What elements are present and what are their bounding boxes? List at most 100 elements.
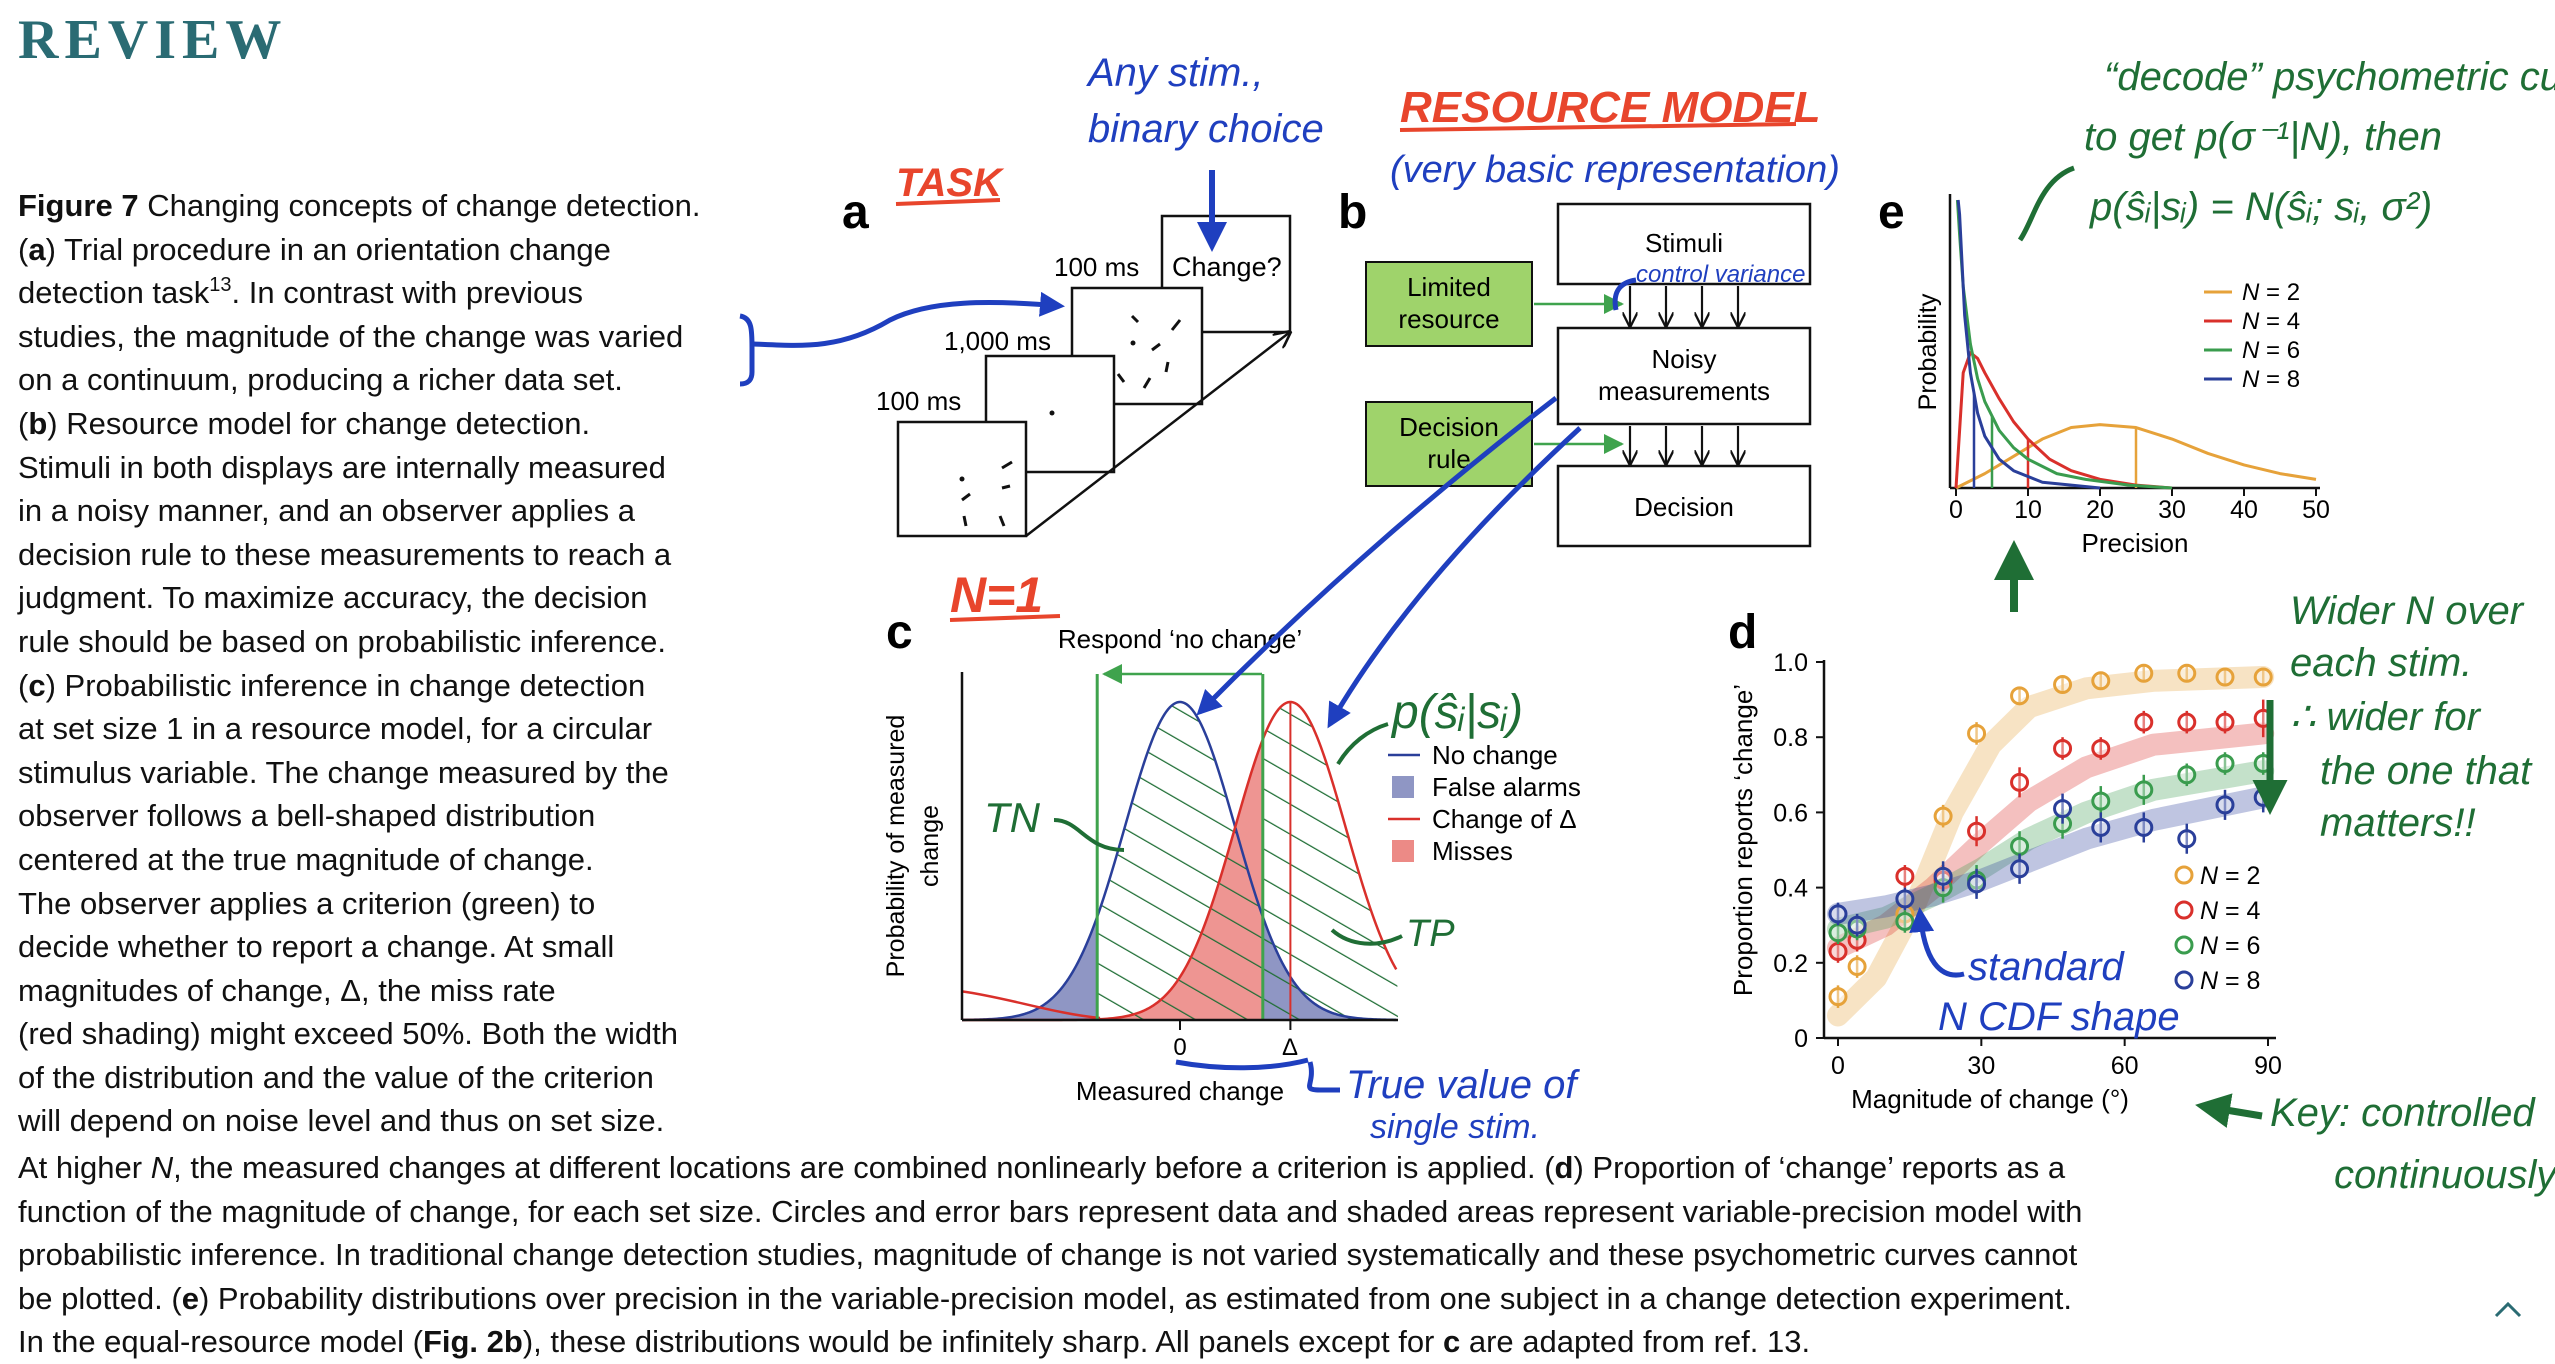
panel-e-label: e bbox=[1878, 186, 1905, 239]
task-underline bbox=[895, 198, 1001, 206]
data-point bbox=[1895, 911, 1915, 931]
bottom-run: ), these distributions would be infinite… bbox=[522, 1324, 1443, 1360]
task-annotation: TASK bbox=[896, 161, 1005, 205]
panel-d-ytick-label: 0 bbox=[1794, 1025, 1808, 1053]
side-run: . In contrast with previous bbox=[231, 275, 584, 311]
model-band-n8 bbox=[1827, 786, 2275, 925]
n1-underline bbox=[949, 614, 1061, 622]
panel-e-xtick-label: 30 bbox=[2158, 496, 2186, 524]
wider-annotation-4: the one that bbox=[2320, 749, 2533, 793]
no-change-curve bbox=[961, 700, 1397, 1022]
tn-pointer bbox=[1053, 818, 1125, 852]
data-point bbox=[2253, 667, 2273, 687]
data-point bbox=[2010, 836, 2030, 856]
side-line: decide whether to report a change. At sm… bbox=[18, 925, 758, 969]
panel-c-legend: No change False alarms Change of Δ Misse… bbox=[1388, 740, 1581, 866]
panel-a: a bbox=[842, 186, 1290, 538]
bottom-run: probabilistic inference. In traditional … bbox=[18, 1237, 2078, 1273]
side-line: judgment. To maximize accuracy, the deci… bbox=[18, 576, 758, 620]
side-run: decision rule to these measurements to r… bbox=[18, 536, 672, 572]
legend-no-change: No change bbox=[1432, 740, 1558, 770]
standard-annotation-1: standard bbox=[1968, 945, 2125, 989]
legend-marker bbox=[2174, 900, 2194, 920]
side-run: observer follows a bell-shaped distribut… bbox=[18, 798, 596, 834]
time-arrow bbox=[1025, 332, 1290, 537]
noisy-box-label-2: measurements bbox=[1598, 376, 1770, 406]
tn-annotation: TN bbox=[984, 794, 1041, 841]
legend-false-alarms-swatch bbox=[1392, 776, 1414, 798]
scroll-up-button[interactable] bbox=[2488, 1294, 2528, 1324]
panel-e-ylabel: Probability bbox=[1914, 293, 1942, 410]
panel-d-ytick-label: 0.4 bbox=[1773, 875, 1808, 903]
resource-model-underline bbox=[1399, 122, 1797, 132]
panel-c-label: c bbox=[886, 606, 913, 659]
p-si-hook bbox=[1336, 722, 1389, 766]
data-point bbox=[2177, 712, 2197, 732]
side-line: magnitudes of change, Δ, the miss rate bbox=[18, 969, 758, 1013]
side-run: Stimuli in both displays are internally … bbox=[18, 449, 666, 485]
key-arrow bbox=[2195, 1093, 2263, 1128]
bottom-line: In the equal-resource model (Fig. 2b), t… bbox=[18, 1320, 2318, 1364]
tp-pointer bbox=[1330, 928, 1403, 946]
side-line: will depend on noise level and thus on s… bbox=[18, 1099, 758, 1143]
data-point bbox=[1847, 915, 1867, 935]
panel-e-xtick-label: 20 bbox=[2086, 496, 2114, 524]
bottom-run: N bbox=[150, 1150, 174, 1185]
panel-b: b Stimuli Noisy measurements Decision Li… bbox=[1338, 186, 1812, 548]
decode-pointer bbox=[2017, 165, 2075, 242]
panel-d-xtick-label: 60 bbox=[2111, 1052, 2139, 1080]
data-point bbox=[2134, 712, 2154, 732]
journal-section-heading: REVIEW bbox=[18, 9, 288, 71]
data-point bbox=[2134, 663, 2154, 683]
side-run: magnitudes of change, Δ, the miss rate bbox=[18, 972, 556, 1008]
side-run: detection task bbox=[18, 275, 210, 311]
panel-e-xtick-label: 50 bbox=[2302, 496, 2330, 524]
tp-annotation: TP bbox=[1406, 913, 1455, 955]
noisy-to-c-arrow-1 bbox=[1196, 396, 1558, 716]
tn-hatch bbox=[1097, 702, 1263, 1020]
wider-annotation-1: Wider N over bbox=[2290, 589, 2525, 633]
control-variance-annotation: control variance bbox=[1636, 261, 1805, 288]
true-value-annotation-2: single stim. bbox=[1370, 1108, 1540, 1146]
data-point bbox=[1828, 904, 1848, 924]
panel-d-plot: 0 0.2 0.4 0.6 0.8 1.0 0 30 60 90 bbox=[1773, 649, 2282, 1080]
data-point bbox=[1895, 866, 1915, 886]
panel-d-xtick-label: 90 bbox=[2254, 1052, 2282, 1080]
bottom-run: ) Probability distributions over precisi… bbox=[198, 1280, 2072, 1316]
figure-caption-bottom: At higher N, the measured changes at dif… bbox=[18, 1146, 2318, 1364]
true-value-brace bbox=[1175, 1057, 1309, 1071]
data-point bbox=[1933, 866, 1953, 886]
bottom-line: At higher N, the measured changes at dif… bbox=[18, 1146, 2318, 1190]
bottom-run: c bbox=[1443, 1324, 1461, 1360]
model-band-n6 bbox=[1827, 760, 2275, 940]
data-point bbox=[1828, 942, 1848, 962]
data-point bbox=[1933, 806, 1953, 826]
any-stim-annotation: Any stim., bbox=[1086, 51, 1264, 95]
data-point bbox=[2091, 738, 2111, 758]
bottom-run: , the measured changes at different loca… bbox=[173, 1150, 1555, 1185]
side-run: will depend on noise level and thus on s… bbox=[18, 1103, 665, 1139]
panel-c: c Respond ‘no change’ Measured change 0 … bbox=[882, 606, 1581, 1106]
true-value-annotation-1: True value of bbox=[1346, 1063, 1580, 1107]
side-run: a bbox=[28, 231, 46, 267]
decision-rule-label-1: Decision bbox=[1399, 412, 1499, 442]
decode-annotation-1: “decode” psychometric curves, bbox=[2104, 55, 2555, 99]
precision-curve-n8 bbox=[1956, 199, 2101, 490]
side-line: (c) Probabilistic inference in change de… bbox=[18, 664, 758, 708]
data-point bbox=[2215, 795, 2235, 815]
figure-caption-side: Figure 7 Changing concepts of change det… bbox=[18, 184, 758, 1143]
panel-e-xtick-label: 10 bbox=[2014, 496, 2042, 524]
side-line: detection task13. In contrast with previ… bbox=[18, 271, 758, 315]
side-line: (red shading) might exceed 50%. Both the… bbox=[18, 1012, 758, 1056]
data-point bbox=[2091, 671, 2111, 691]
data-point bbox=[2134, 780, 2154, 800]
side-run: studies, the magnitude of the change was… bbox=[18, 318, 684, 354]
data-point bbox=[2215, 712, 2235, 732]
panel-c-tick-delta: Δ bbox=[1282, 1034, 1298, 1061]
side-run: Changing concepts of change detection. bbox=[138, 188, 701, 223]
panel-d-ylabel: Proportion reports ‘change’ bbox=[1728, 684, 1758, 996]
time-label-3: 100 ms bbox=[876, 386, 961, 416]
bracket-to-task-arrow bbox=[753, 291, 1065, 348]
side-run: of the distribution and the value of the… bbox=[18, 1059, 654, 1095]
bottom-run: Fig. 2b bbox=[422, 1324, 523, 1360]
